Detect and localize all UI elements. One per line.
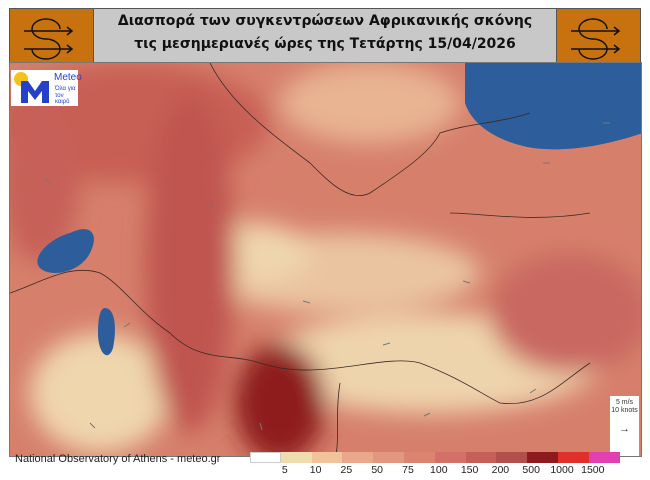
legend-label: 5	[281, 464, 288, 476]
legend-swatch	[434, 452, 466, 463]
legend-label: 10	[309, 464, 322, 476]
legend-label: 100	[430, 464, 448, 476]
page-title: Διασπορά των συγκεντρώσεων Αφρικανικής σ…	[95, 10, 555, 56]
color-legend	[250, 452, 620, 463]
legend-label: 50	[371, 464, 384, 476]
legend-label: 1500	[581, 464, 605, 476]
legend-label: 1000	[550, 464, 574, 476]
legend-swatch	[311, 452, 343, 463]
legend-swatch	[557, 452, 589, 463]
legend-swatch	[465, 452, 497, 463]
title-bar	[9, 8, 641, 63]
legend-label: 500	[522, 464, 540, 476]
logo-tagline: τον καιρό	[55, 93, 70, 105]
legend-swatch	[280, 452, 312, 463]
title-line-2: τις μεσημεριανές ώρες της Τετάρτης 15/04…	[134, 36, 516, 52]
wind-scale-knots: 10 knots	[611, 407, 638, 414]
legend-label: 200	[491, 464, 510, 476]
legend-swatch	[588, 452, 620, 463]
legend-label: 150	[460, 464, 479, 476]
legend-label: 25	[340, 464, 353, 476]
legend-swatch	[527, 452, 558, 463]
wind-scale-ms: 5 m/s	[615, 399, 634, 406]
wind-scale-key: 5 m/s 10 knots →	[610, 396, 639, 456]
legend-swatch	[403, 452, 435, 463]
footer-credit: National Observatory of Athens - meteo.g…	[15, 453, 221, 465]
legend-swatch	[342, 452, 374, 463]
legend-swatch	[496, 452, 528, 463]
dust-wind-icon	[556, 8, 641, 63]
logo-tagline: Όλα για	[55, 86, 76, 92]
dust-concentration-map	[9, 62, 642, 457]
legend-label: 75	[402, 464, 414, 476]
meteo-logo: Meteo Όλα για τον καιρό	[11, 70, 82, 106]
legend-swatch	[250, 452, 281, 463]
wind-arrow-icon: →	[619, 423, 630, 435]
legend-labels: 5 10 25 50 75 100 150 200 500 1000 1500	[250, 464, 630, 478]
title-line-1: Διασπορά των συγκεντρώσεων Αφρικανικής σ…	[117, 13, 533, 29]
logo-name: Meteo	[54, 72, 82, 83]
dust-wind-icon	[9, 8, 94, 63]
legend-swatch	[373, 452, 404, 463]
